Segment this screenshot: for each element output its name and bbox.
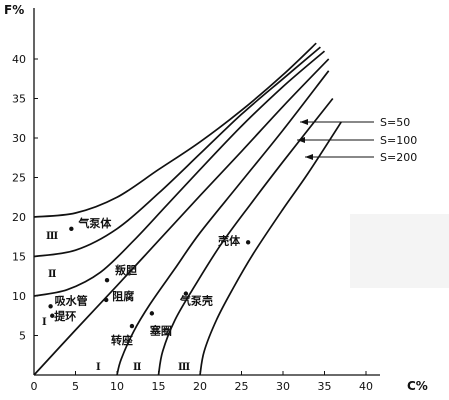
x-tick-label: 10: [110, 380, 124, 393]
legend-arrowhead-1: [300, 119, 308, 125]
zone-label: Ⅰ: [42, 317, 47, 328]
x-tick-label: 40: [359, 380, 373, 393]
annotation-dot: [149, 311, 155, 316]
x-tick-label: 5: [72, 380, 79, 393]
y-tick-label: 20: [12, 211, 26, 224]
y-tick-label: 25: [12, 172, 26, 185]
zone-label: Ⅱ: [48, 269, 56, 280]
legend-label-2: S=100: [380, 134, 417, 147]
ticks-group: 0 5 10 15 20 25 30 35 40 5 10 15 20 25 30 35 40: [12, 53, 373, 393]
zone-label: Ⅲ: [46, 231, 58, 242]
y-tick-label: 40: [12, 53, 26, 66]
zone-label: Ⅱ: [133, 362, 141, 373]
x-tick-label: 25: [235, 380, 249, 393]
legend-label-3: S=200: [380, 151, 417, 164]
y-tick-label: 15: [12, 251, 26, 264]
annotation-label: 塞圈: [149, 323, 172, 337]
annotation-dot: [69, 226, 74, 232]
annotation-label: 叛胆: [115, 263, 137, 277]
legend-arrowhead-3: [305, 154, 313, 160]
x-tick-label: 15: [152, 380, 166, 393]
curve-7: [199, 121, 342, 376]
legend-label-1: S=50: [380, 116, 410, 129]
curve-3: [33, 50, 326, 297]
y-tick-label: 5: [19, 330, 26, 343]
annotation-dot: [129, 323, 135, 329]
x-tick-label: 20: [193, 380, 207, 393]
annotation-dot: [104, 297, 109, 303]
zone-labels: Ⅲ Ⅱ Ⅰ Ⅰ Ⅱ Ⅲ: [42, 231, 190, 373]
blank-panel: [350, 214, 449, 288]
curve-5: [116, 70, 330, 376]
x-tick-label: 30: [276, 380, 290, 393]
annotation-label: 转座: [111, 333, 133, 347]
legend: S=50 S=100 S=200: [297, 116, 417, 164]
zone-label: Ⅰ: [96, 362, 101, 373]
y-tick-label: 10: [12, 290, 26, 303]
x-axis-label: C%: [407, 379, 428, 393]
x-tick-label: 35: [318, 380, 332, 393]
annotation-label: 提环: [54, 309, 76, 323]
zone-label: Ⅲ: [178, 362, 190, 373]
curve-4: [33, 58, 330, 376]
curve-6: [157, 97, 334, 376]
annotation-dot: [50, 313, 55, 318]
curve-1: [33, 42, 317, 218]
y-tick-label: 35: [12, 93, 26, 106]
y-tick-label: 30: [12, 132, 26, 145]
annotation-dot: [245, 240, 251, 245]
annotation-label: 壳体: [217, 233, 241, 247]
curve-2: [33, 46, 321, 258]
annotation-label: 吸水管: [55, 293, 88, 307]
curves-group: [33, 42, 342, 376]
annotation-label: 气泵壳: [179, 294, 213, 308]
annotation-dot: [183, 291, 189, 296]
legend-arrowhead-2: [297, 137, 305, 143]
annotation-label: 气泵体: [77, 216, 112, 230]
y-axis-label: F%: [4, 3, 24, 17]
x-tick-label: 0: [31, 380, 38, 393]
annotation-label: 阻腐: [112, 289, 134, 303]
annotation-dot: [48, 304, 53, 309]
annotation-dot: [104, 278, 110, 283]
